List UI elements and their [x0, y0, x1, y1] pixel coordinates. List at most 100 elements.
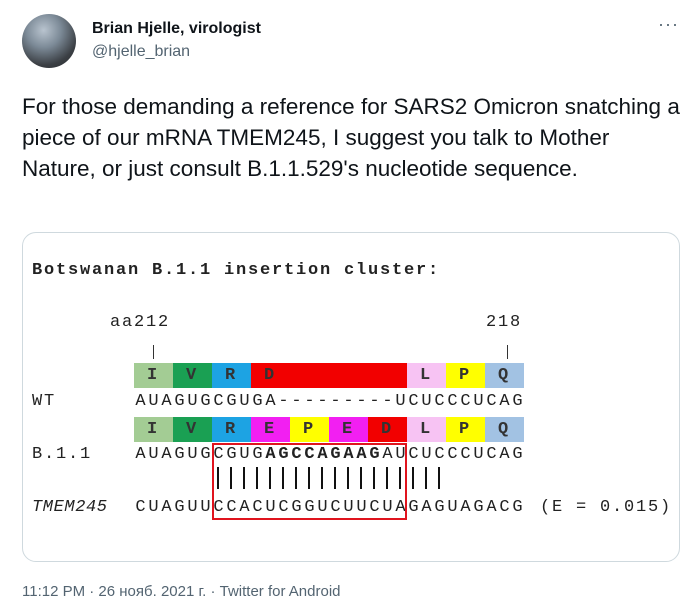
- nucleotide: -: [382, 392, 393, 411]
- match-bar: [269, 467, 271, 489]
- nucleotide: U: [473, 445, 484, 464]
- nucleotide: G: [369, 445, 380, 464]
- author-handle[interactable]: @hjelle_brian: [92, 43, 191, 60]
- tweet-image[interactable]: [22, 232, 680, 562]
- amino-acid-P: P: [446, 363, 485, 388]
- nucleotide: G: [291, 498, 302, 517]
- position-start-tick: [153, 345, 154, 359]
- tweet-text: For those demanding a reference for SARS…: [22, 94, 680, 181]
- amino-acid-P: P: [290, 417, 329, 442]
- nucleotide: A: [343, 445, 354, 464]
- nucleotide: U: [148, 498, 159, 517]
- amino-acid-E: E: [329, 417, 368, 442]
- nucleotide: A: [161, 445, 172, 464]
- wt-label: WT: [32, 392, 57, 411]
- amino-acid-Q: Q: [485, 363, 524, 388]
- amino-acid-L: L: [407, 363, 446, 388]
- nucleotide: U: [187, 445, 198, 464]
- avatar[interactable]: [22, 14, 76, 68]
- nucleotide: U: [447, 498, 458, 517]
- nucleotide: C: [252, 498, 263, 517]
- nucleotide: C: [486, 392, 497, 411]
- nucleotide: -: [291, 392, 302, 411]
- nucleotide: A: [135, 445, 146, 464]
- nucleotide: A: [499, 445, 510, 464]
- nucleotide: U: [200, 498, 211, 517]
- amino-acid-V: V: [173, 417, 212, 442]
- nucleotide: A: [421, 498, 432, 517]
- nucleotide: G: [512, 498, 523, 517]
- nucleotide: G: [512, 392, 523, 411]
- amino-acid-L: L: [407, 417, 446, 442]
- amino-acid-I: I: [134, 363, 173, 388]
- nucleotide: G: [330, 445, 341, 464]
- amino-acid-P: P: [446, 417, 485, 442]
- amino-acid-R: R: [212, 417, 251, 442]
- nucleotide: A: [486, 498, 497, 517]
- nucleotide: A: [499, 392, 510, 411]
- nucleotide: U: [317, 498, 328, 517]
- nucleotide: A: [395, 498, 406, 517]
- nucleotide: A: [265, 445, 276, 464]
- nucleotide: A: [161, 392, 172, 411]
- figure-title: Botswanan B.1.1 insertion cluster:: [32, 261, 441, 280]
- e-value: (E = 0.015): [540, 498, 673, 517]
- amino-acid-Q: Q: [485, 417, 524, 442]
- nucleotide: A: [265, 392, 276, 411]
- nucleotide: G: [174, 445, 185, 464]
- tmem-label: TMEM245: [32, 498, 108, 517]
- nucleotide: -: [369, 392, 380, 411]
- match-bar: [438, 467, 440, 489]
- match-bar: [217, 467, 219, 489]
- nucleotide: -: [330, 392, 341, 411]
- nucleotide: G: [304, 498, 315, 517]
- nucleotide: G: [278, 445, 289, 464]
- nucleotide: C: [408, 445, 419, 464]
- match-bar: [243, 467, 245, 489]
- nucleotide: U: [187, 392, 198, 411]
- tweet-timestamp[interactable]: 11:12 PM · 26 нояб. 2021 г. · Twitter fo…: [22, 583, 341, 600]
- nucleotide: C: [369, 498, 380, 517]
- nucleotide: -: [304, 392, 315, 411]
- nucleotide: -: [356, 392, 367, 411]
- position-start-label: aa212: [110, 313, 171, 332]
- nucleotide: C: [447, 445, 458, 464]
- nucleotide: C: [447, 392, 458, 411]
- match-bar: [230, 467, 232, 489]
- nucleotide: C: [213, 392, 224, 411]
- nucleotide: U: [148, 392, 159, 411]
- nucleotide: G: [174, 498, 185, 517]
- match-bar: [347, 467, 349, 489]
- nucleotide: U: [239, 445, 250, 464]
- match-bar: [282, 467, 284, 489]
- nucleotide: C: [226, 498, 237, 517]
- nucleotide: G: [252, 392, 263, 411]
- nucleotide: C: [213, 498, 224, 517]
- nucleotide: C: [408, 392, 419, 411]
- nucleotide: U: [356, 498, 367, 517]
- nucleotide: G: [226, 445, 237, 464]
- match-bar: [373, 467, 375, 489]
- amino-acid-V: V: [173, 363, 212, 388]
- nucleotide: G: [473, 498, 484, 517]
- insertion-highlight-box: [212, 443, 407, 520]
- match-bar: [425, 467, 427, 489]
- nucleotide: C: [486, 445, 497, 464]
- author-name[interactable]: Brian Hjelle, virologist: [92, 20, 261, 37]
- nucleotide: C: [135, 498, 146, 517]
- nucleotide: A: [135, 392, 146, 411]
- nucleotide: A: [356, 445, 367, 464]
- nucleotide: C: [460, 392, 471, 411]
- nucleotide: C: [213, 445, 224, 464]
- match-bar: [295, 467, 297, 489]
- position-end-label: 218: [486, 313, 523, 332]
- more-horizontal-icon[interactable]: ···: [658, 14, 679, 34]
- nucleotide: U: [382, 498, 393, 517]
- nucleotide: C: [499, 498, 510, 517]
- nucleotide: G: [252, 445, 263, 464]
- amino-acid-R: R: [212, 363, 251, 388]
- match-bar: [334, 467, 336, 489]
- nucleotide: -: [317, 392, 328, 411]
- nucleotide: C: [278, 498, 289, 517]
- nucleotide: C: [304, 445, 315, 464]
